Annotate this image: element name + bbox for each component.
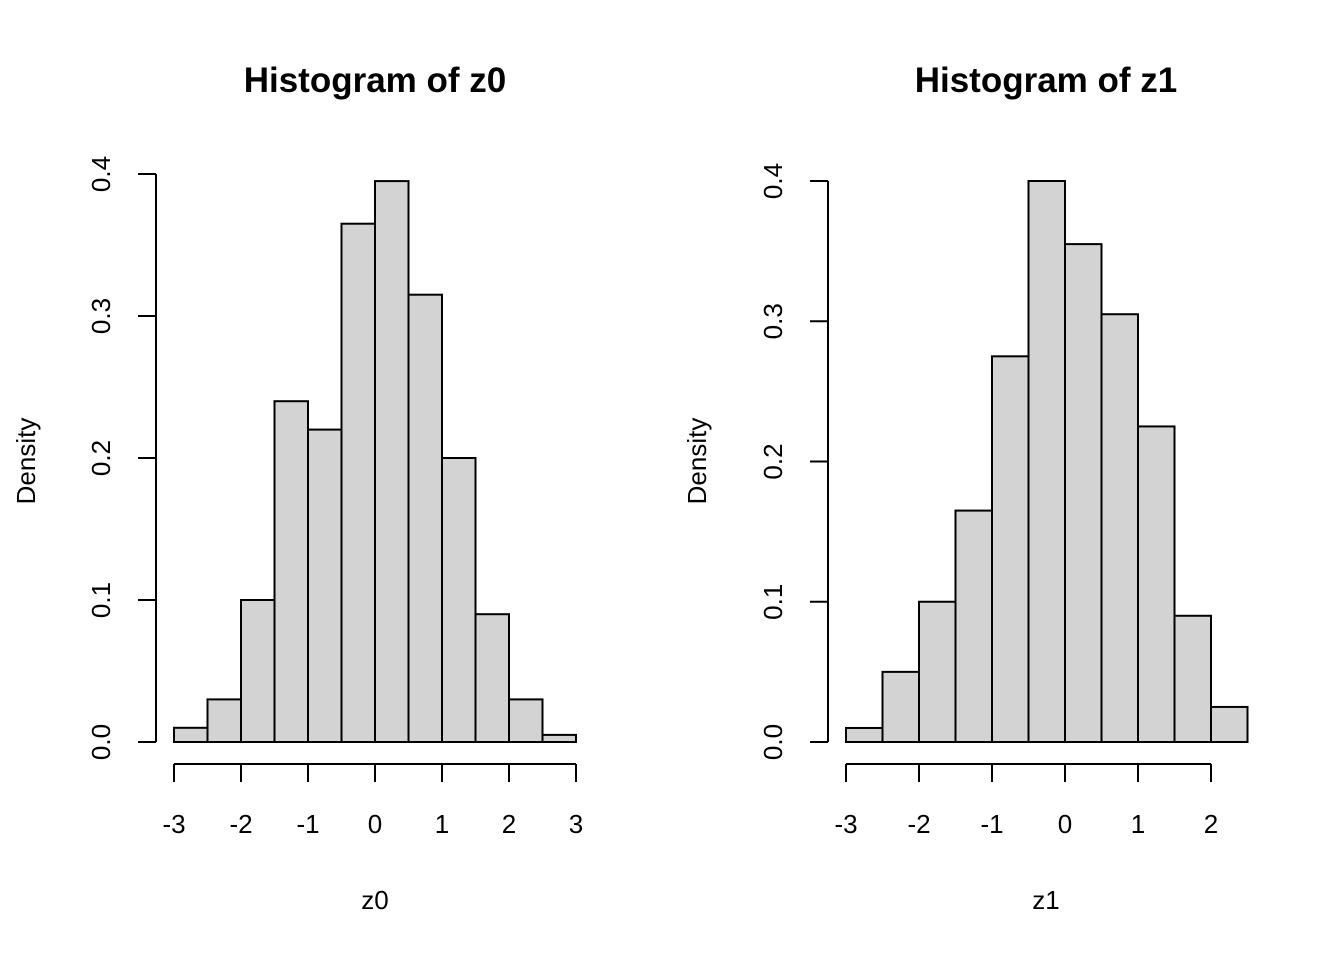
x-tick-label: -3 [834,809,857,839]
y-tick-label: 0.2 [758,443,788,479]
x-tick-label: -1 [980,809,1003,839]
histogram-bar [273,400,309,743]
histogram-bar [1210,705,1249,743]
x-tick-label: -2 [907,809,930,839]
chart-title: Histogram of z1 [915,61,1178,100]
y-tick-label: 0.1 [86,582,116,618]
x-tick-label: 2 [502,809,516,839]
x-axis: -3 -2 -1 0 1 2 [834,763,1218,839]
y-axis-label: Density [682,418,712,505]
y-axis: 0.0 0.1 0.2 0.3 0.4 [758,163,829,760]
bars [173,180,577,744]
histogram-bar [1137,425,1176,743]
histogram-bar [441,457,477,743]
histogram-bar [991,355,1030,743]
histogram-bar [340,222,376,743]
histogram-bar [240,599,276,743]
histogram-bar [206,698,242,744]
histogram-bar [541,733,577,744]
x-tick-label: 1 [435,809,449,839]
histogram-z1-panel: Histogram of z1 z1 Density -3 -2 -1 0 1 2 0.0… [682,61,1249,915]
y-tick-label: 0.0 [758,724,788,760]
bars [845,180,1249,744]
histogram-bar [474,613,510,744]
y-tick-label: 0.4 [758,163,788,199]
x-tick-label: -1 [296,809,319,839]
x-axis-label: z1 [1032,885,1059,915]
y-tick-label: 0.3 [758,303,788,339]
y-tick-label: 0.2 [86,440,116,476]
histogram-bar [173,726,209,743]
chart-title: Histogram of z0 [244,61,507,100]
x-axis: -3 -2 -1 0 1 2 3 [162,763,583,839]
histogram-bar [508,698,544,744]
x-tick-label: -2 [229,809,252,839]
histogram-bar [307,428,343,743]
y-tick-label: 0.1 [758,584,788,620]
histogram-bar [374,180,410,744]
y-tick-label: 0.0 [86,724,116,760]
histogram-bar [1064,243,1103,744]
histogram-bar [881,670,920,743]
x-tick-label: 2 [1204,809,1218,839]
x-tick-label: 1 [1131,809,1145,839]
histogram-z0-panel: Histogram of z0 z0 Density -3 -2 -1 0 1 2 3 0.… [11,61,583,915]
y-axis-label: Density [11,418,41,505]
y-tick-label: 0.4 [86,156,116,192]
y-tick-label: 0.3 [86,298,116,334]
y-axis: 0.0 0.1 0.2 0.3 0.4 [86,156,157,760]
histogram-bar [407,293,443,743]
x-tick-label: -3 [162,809,185,839]
x-tick-label: 0 [368,809,382,839]
histogram-bar [1027,180,1066,743]
x-tick-label: 0 [1058,809,1072,839]
histogram-bar [918,600,957,743]
histogram-bar [1100,313,1139,743]
histogram-bar [845,726,884,743]
x-tick-label: 3 [569,809,583,839]
histogram-bar [1173,614,1212,744]
x-axis-label: z0 [361,885,388,915]
histogram-bar [954,509,993,743]
